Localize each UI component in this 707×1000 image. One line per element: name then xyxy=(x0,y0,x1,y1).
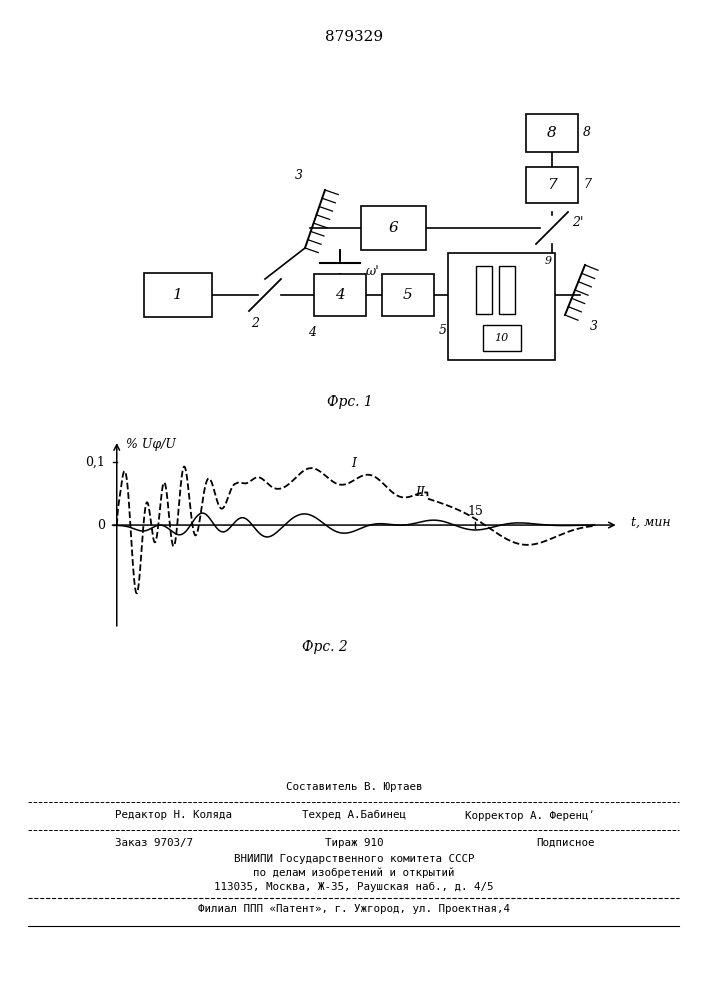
Text: 8: 8 xyxy=(547,126,557,140)
Text: Тираж 910: Тираж 910 xyxy=(325,838,383,848)
Text: Техред А.Бабинец: Техред А.Бабинец xyxy=(302,810,406,820)
Text: 879329: 879329 xyxy=(325,30,383,44)
Bar xyxy=(498,266,515,314)
Bar xyxy=(526,114,578,152)
Text: I: I xyxy=(351,457,356,470)
Text: 2': 2' xyxy=(572,217,583,230)
Text: 15: 15 xyxy=(467,505,483,518)
Text: Подписное: Подписное xyxy=(537,838,595,848)
Bar xyxy=(476,266,491,314)
Text: Фрс. 1: Фрс. 1 xyxy=(327,395,373,409)
Text: 1: 1 xyxy=(173,288,183,302)
Bar xyxy=(526,167,578,203)
Text: 3: 3 xyxy=(295,169,303,182)
Text: % Uφ/U: % Uφ/U xyxy=(127,438,176,451)
Text: 5: 5 xyxy=(403,288,413,302)
Bar xyxy=(144,273,212,317)
Bar xyxy=(482,325,520,351)
Text: 5: 5 xyxy=(439,324,447,337)
Bar xyxy=(361,206,426,250)
Text: 4: 4 xyxy=(335,288,345,302)
Text: Фрс. 2: Фрс. 2 xyxy=(303,640,348,654)
Text: 2: 2 xyxy=(251,317,259,330)
Text: 0: 0 xyxy=(97,519,105,532)
Text: по делам изобретений и открытий: по делам изобретений и открытий xyxy=(253,868,455,879)
Bar xyxy=(448,253,555,360)
Text: Редактор Н. Коляда: Редактор Н. Коляда xyxy=(115,810,232,820)
Text: 7: 7 xyxy=(547,178,557,192)
Text: Филиал ППП «Патент», г. Ужгород, ул. Проектная,4: Филиал ППП «Патент», г. Ужгород, ул. Про… xyxy=(198,904,510,914)
Text: 6: 6 xyxy=(388,221,398,235)
Text: II: II xyxy=(416,486,426,499)
Text: 7: 7 xyxy=(583,178,591,192)
Bar xyxy=(382,274,434,316)
Text: Корректор А. Ференцʹ: Корректор А. Ференцʹ xyxy=(465,810,595,821)
Text: Составитель В. Юртаев: Составитель В. Юртаев xyxy=(286,782,422,792)
Text: ω': ω' xyxy=(366,265,380,278)
Text: ВНИИПИ Государственного комитета СССР: ВНИИПИ Государственного комитета СССР xyxy=(234,854,474,864)
Text: Заказ 9703/7: Заказ 9703/7 xyxy=(115,838,193,848)
Text: 4: 4 xyxy=(308,326,316,339)
Bar xyxy=(314,274,366,316)
Text: 8: 8 xyxy=(583,126,591,139)
Text: t, мин: t, мин xyxy=(631,515,670,528)
Text: 0,1: 0,1 xyxy=(85,456,105,469)
Text: 10: 10 xyxy=(494,333,508,343)
Text: 113035, Москва, Ж-35, Раушская наб., д. 4/5: 113035, Москва, Ж-35, Раушская наб., д. … xyxy=(214,882,493,892)
Text: 9: 9 xyxy=(545,256,552,266)
Text: 3: 3 xyxy=(590,320,598,333)
